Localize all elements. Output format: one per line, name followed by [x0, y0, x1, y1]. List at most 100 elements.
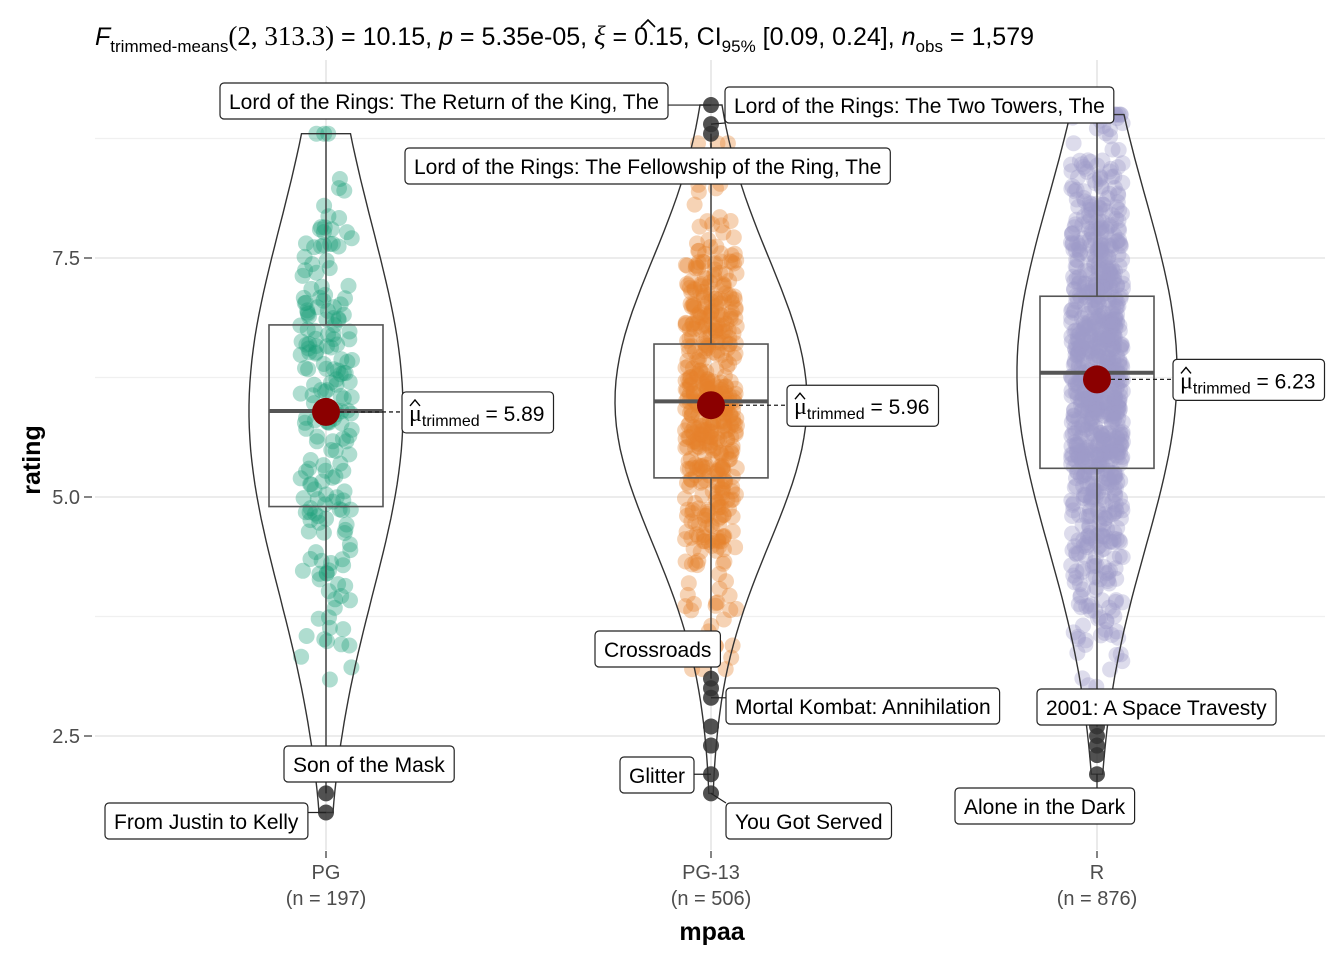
- data-point: [717, 333, 734, 350]
- data-point: [716, 368, 733, 385]
- data-point: [1075, 417, 1092, 434]
- data-point: [684, 316, 701, 333]
- data-point: [1097, 621, 1114, 638]
- data-point: [1113, 338, 1129, 355]
- data-point: [1097, 496, 1114, 513]
- data-point: [1079, 263, 1096, 280]
- data-point: [1106, 469, 1123, 486]
- data-point: [679, 501, 696, 518]
- data-point: [1093, 427, 1110, 443]
- data-point: [697, 472, 714, 489]
- data-point: [696, 529, 713, 546]
- data-point: [1091, 348, 1108, 365]
- data-point: [1112, 400, 1129, 417]
- data-point: [679, 507, 695, 524]
- data-point: [1064, 496, 1081, 513]
- data-point: [695, 527, 712, 544]
- data-point: [1111, 373, 1128, 390]
- data-point: [1101, 341, 1118, 357]
- data-point: [1068, 335, 1084, 352]
- data-point: [316, 219, 333, 236]
- data-point: [1109, 233, 1126, 250]
- data-point: [1087, 350, 1104, 367]
- data-point: [1097, 510, 1114, 527]
- data-point: [717, 417, 733, 434]
- data-point: [724, 508, 741, 525]
- data-point: [1077, 548, 1094, 565]
- data-point: [690, 243, 707, 259]
- mean-label-R: μtrimmed = 6.23: [1172, 358, 1326, 402]
- data-point: [695, 287, 712, 304]
- data-point: [1099, 462, 1116, 479]
- data-point: [1100, 349, 1117, 366]
- data-point: [1111, 548, 1128, 565]
- outlier-label-text: From Justin to Kelly: [114, 811, 299, 834]
- data-point: [1085, 339, 1102, 356]
- data-point: [1092, 447, 1109, 464]
- data-point: [677, 372, 694, 389]
- data-point: [1090, 255, 1107, 272]
- data-point: [1102, 444, 1119, 461]
- data-point: [1078, 534, 1095, 551]
- data-point: [1077, 296, 1094, 313]
- data-point: [344, 352, 360, 368]
- data-point: [1086, 257, 1103, 274]
- data-point: [1081, 517, 1098, 534]
- data-point: [679, 438, 696, 455]
- data-point: [723, 492, 740, 509]
- data-point: [686, 385, 702, 402]
- data-point: [1067, 384, 1084, 401]
- title-hat-mark: [640, 18, 656, 28]
- data-point: [1105, 326, 1122, 343]
- data-point: [681, 377, 698, 394]
- data-point: [692, 309, 709, 326]
- data-point: [696, 254, 713, 270]
- data-point: [1064, 542, 1081, 559]
- data-point: [727, 423, 744, 440]
- data-point: [1087, 175, 1104, 192]
- data-point: [708, 463, 725, 480]
- data-point: [699, 371, 716, 388]
- plot-area: μtrimmed = 5.89 μtrimmed = 5.96 μtrimmed =…: [104, 82, 1326, 840]
- data-point: [1102, 533, 1119, 550]
- data-point: [713, 499, 730, 516]
- data-point: [1104, 602, 1121, 619]
- data-point: [342, 592, 358, 609]
- data-point: [1108, 447, 1125, 464]
- data-point: [1106, 524, 1123, 541]
- data-point: [1110, 394, 1127, 411]
- chart-title: Ftrimmed-means(2, 313.3) = 10.15, p = 5.…: [95, 21, 1034, 56]
- data-point: [307, 330, 324, 347]
- data-point: [1083, 414, 1100, 431]
- data-point: [683, 602, 700, 619]
- mean-point-R: [1083, 365, 1111, 394]
- data-point: [323, 442, 340, 458]
- data-point: [715, 507, 732, 524]
- data-point: [677, 400, 694, 417]
- data-point: [687, 257, 704, 274]
- data-point: [1077, 318, 1093, 335]
- data-point: [343, 421, 360, 438]
- data-point: [723, 254, 740, 270]
- data-point: [1065, 502, 1082, 519]
- outlier-label: 2001: A Space Travesty: [1036, 688, 1277, 727]
- data-point: [1075, 158, 1092, 175]
- data-point: [726, 291, 743, 308]
- data-point: [307, 345, 324, 362]
- data-point: [702, 424, 719, 441]
- data-point: [1097, 275, 1114, 292]
- data-point: [1079, 345, 1096, 362]
- data-point: [302, 512, 319, 529]
- data-point: [1063, 234, 1079, 251]
- data-point: [1099, 221, 1116, 238]
- data-point: [1106, 392, 1123, 409]
- data-point: [708, 361, 725, 378]
- data-point: [702, 429, 719, 446]
- data-point: [1102, 281, 1119, 297]
- data-point: [1111, 426, 1128, 443]
- mean-label-PG-13: μtrimmed = 5.96: [786, 384, 940, 427]
- data-point: [1091, 199, 1108, 216]
- data-point: [1066, 302, 1083, 319]
- data-point: [1082, 198, 1099, 215]
- data-point: [727, 425, 744, 442]
